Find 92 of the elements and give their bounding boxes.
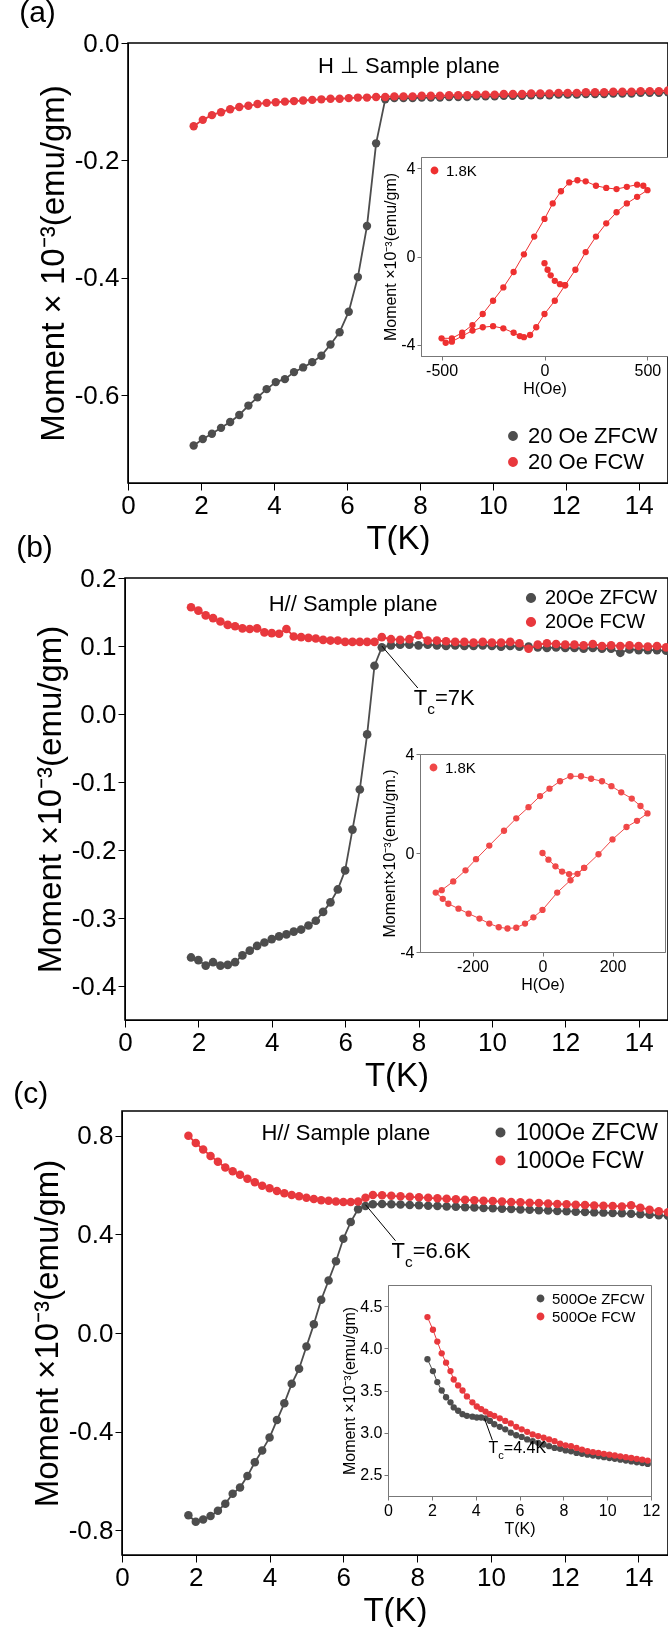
y-tick-label: 4.0	[360, 1339, 383, 1357]
x-tick-label: 4	[267, 489, 282, 520]
y-tick-label: -0.4	[68, 1416, 114, 1447]
annotation: T$_{c}$=6.6K	[391, 1237, 472, 1270]
y-tick-label: -4	[400, 943, 415, 961]
legend-label: 20Oe ZFCW	[545, 586, 658, 608]
y-tick-label: -4	[401, 336, 416, 354]
y-tick-label: 0	[406, 248, 416, 265]
y-axis-title: Moment ×10⁻³(emu/gm)	[341, 1306, 359, 1476]
x-tick-label: -500	[426, 361, 459, 379]
y-tick-label: 3.5	[360, 1382, 383, 1399]
y-axis-title: Moment × 10⁻³(emu/gm)	[33, 85, 71, 442]
x-axis-title: T(K)	[366, 518, 431, 556]
y-tick-label: 4	[405, 745, 415, 763]
chart-title: (c)	[13, 1076, 49, 1109]
x-tick-label: 2	[191, 1026, 207, 1057]
chart-title: (a)	[19, 0, 56, 28]
x-axis-title: T(K)	[504, 1519, 536, 1537]
x-tick-label: 500	[634, 361, 662, 379]
y-tick-label: -0.8	[68, 1514, 114, 1545]
x-tick-label: 200	[599, 957, 627, 975]
x-tick-label: 6	[338, 1026, 353, 1057]
y-tick-label: -0.1	[71, 766, 117, 797]
x-tick-label: 12	[642, 1501, 661, 1519]
y-tick-label: 0.0	[77, 1317, 114, 1348]
y-tick-label: -0.2	[71, 834, 117, 865]
x-tick-label: 2	[427, 1501, 437, 1519]
x-tick-label: 4	[471, 1501, 481, 1519]
chart-title: (b)	[16, 530, 53, 563]
x-tick-label: 8	[559, 1501, 569, 1519]
annotation: H ⊥ Sample plane	[317, 53, 500, 78]
x-tick-label: 4	[262, 1561, 278, 1592]
y-axis-title: Moment×10⁻³(emu/gm.)	[381, 769, 399, 938]
y-tick-label: 4	[406, 159, 416, 177]
x-tick-label: 4	[265, 1026, 280, 1057]
x-tick-label: 10	[478, 489, 508, 520]
y-tick-label: -0.2	[74, 144, 120, 175]
legend-label: 500Oe FCW	[552, 1307, 637, 1325]
x-tick-label: 8	[413, 489, 428, 520]
y-axis-title: Moment ×10⁻³(emu/gm)	[30, 625, 68, 974]
y-tick-label: 3.0	[360, 1424, 383, 1442]
x-tick-label: 0	[384, 1501, 394, 1519]
x-tick-label: 14	[624, 489, 654, 520]
x-tick-label: 10	[598, 1501, 617, 1519]
y-tick-label: 0.1	[80, 630, 117, 661]
y-tick-label: -0.4	[74, 262, 120, 293]
y-tick-label: 0.4	[77, 1218, 114, 1249]
y-tick-label: 0	[405, 844, 415, 862]
x-tick-label: 12	[550, 1561, 580, 1592]
y-tick-label: 0.0	[83, 27, 120, 58]
annotation: H// Sample plane	[261, 1120, 431, 1145]
x-axis-title: T(K)	[364, 1055, 430, 1093]
y-tick-label: 2.5	[360, 1466, 383, 1484]
x-tick-label: 10	[477, 1026, 507, 1057]
x-tick-label: 2	[189, 1561, 204, 1592]
legend-label: 20 Oe ZFCW	[528, 423, 658, 448]
x-axis-title: H(Oe)	[521, 975, 565, 993]
x-axis-title: H(Oe)	[523, 379, 567, 397]
x-tick-label: 0	[538, 957, 548, 975]
y-tick-label: 0.0	[80, 698, 117, 729]
y-axis-title: Moment ×10⁻³(emu/gm)	[27, 1159, 65, 1508]
y-axis-title: Moment ×10⁻³(emu/gm)	[382, 172, 400, 342]
x-tick-label: 8	[410, 1561, 425, 1592]
legend-label: 500Oe ZFCW	[552, 1289, 646, 1307]
legend-label: 100Oe FCW	[516, 1146, 645, 1173]
y-tick-label: 4.5	[360, 1297, 383, 1315]
annotation: H// Sample plane	[268, 591, 438, 616]
x-tick-label: 6	[336, 1561, 352, 1592]
annotation: T$_{c}$=7K	[413, 685, 476, 717]
x-tick-label: 6	[340, 489, 355, 520]
y-tick-label: 0.2	[80, 562, 117, 593]
y-tick-label: 0.8	[77, 1120, 114, 1151]
x-tick-label: 8	[411, 1026, 427, 1057]
legend-label: 1.8K	[445, 758, 476, 776]
y-tick-label: -0.3	[71, 902, 117, 933]
x-tick-label: 10	[476, 1561, 506, 1592]
annotation: T$_{c}$=4.4K	[488, 1439, 547, 1462]
x-tick-label: -200	[456, 957, 490, 975]
x-axis-title: T(K)	[363, 1590, 428, 1628]
legend-label: 20 Oe FCW	[528, 449, 645, 474]
legend-label: 100Oe ZFCW	[516, 1118, 659, 1145]
legend-label: 1.8K	[446, 161, 477, 179]
x-tick-label: 0	[540, 361, 550, 379]
y-tick-label: -0.6	[74, 379, 120, 410]
y-tick-label: -0.4	[71, 970, 117, 1001]
legend-label: 20Oe FCW	[545, 610, 646, 632]
x-tick-label: 14	[624, 1026, 654, 1057]
x-tick-label: 12	[551, 489, 581, 520]
x-tick-label: 6	[515, 1501, 525, 1519]
x-tick-label: 2	[194, 489, 209, 520]
x-tick-label: 14	[624, 1561, 654, 1592]
x-tick-label: 12	[551, 1026, 581, 1057]
